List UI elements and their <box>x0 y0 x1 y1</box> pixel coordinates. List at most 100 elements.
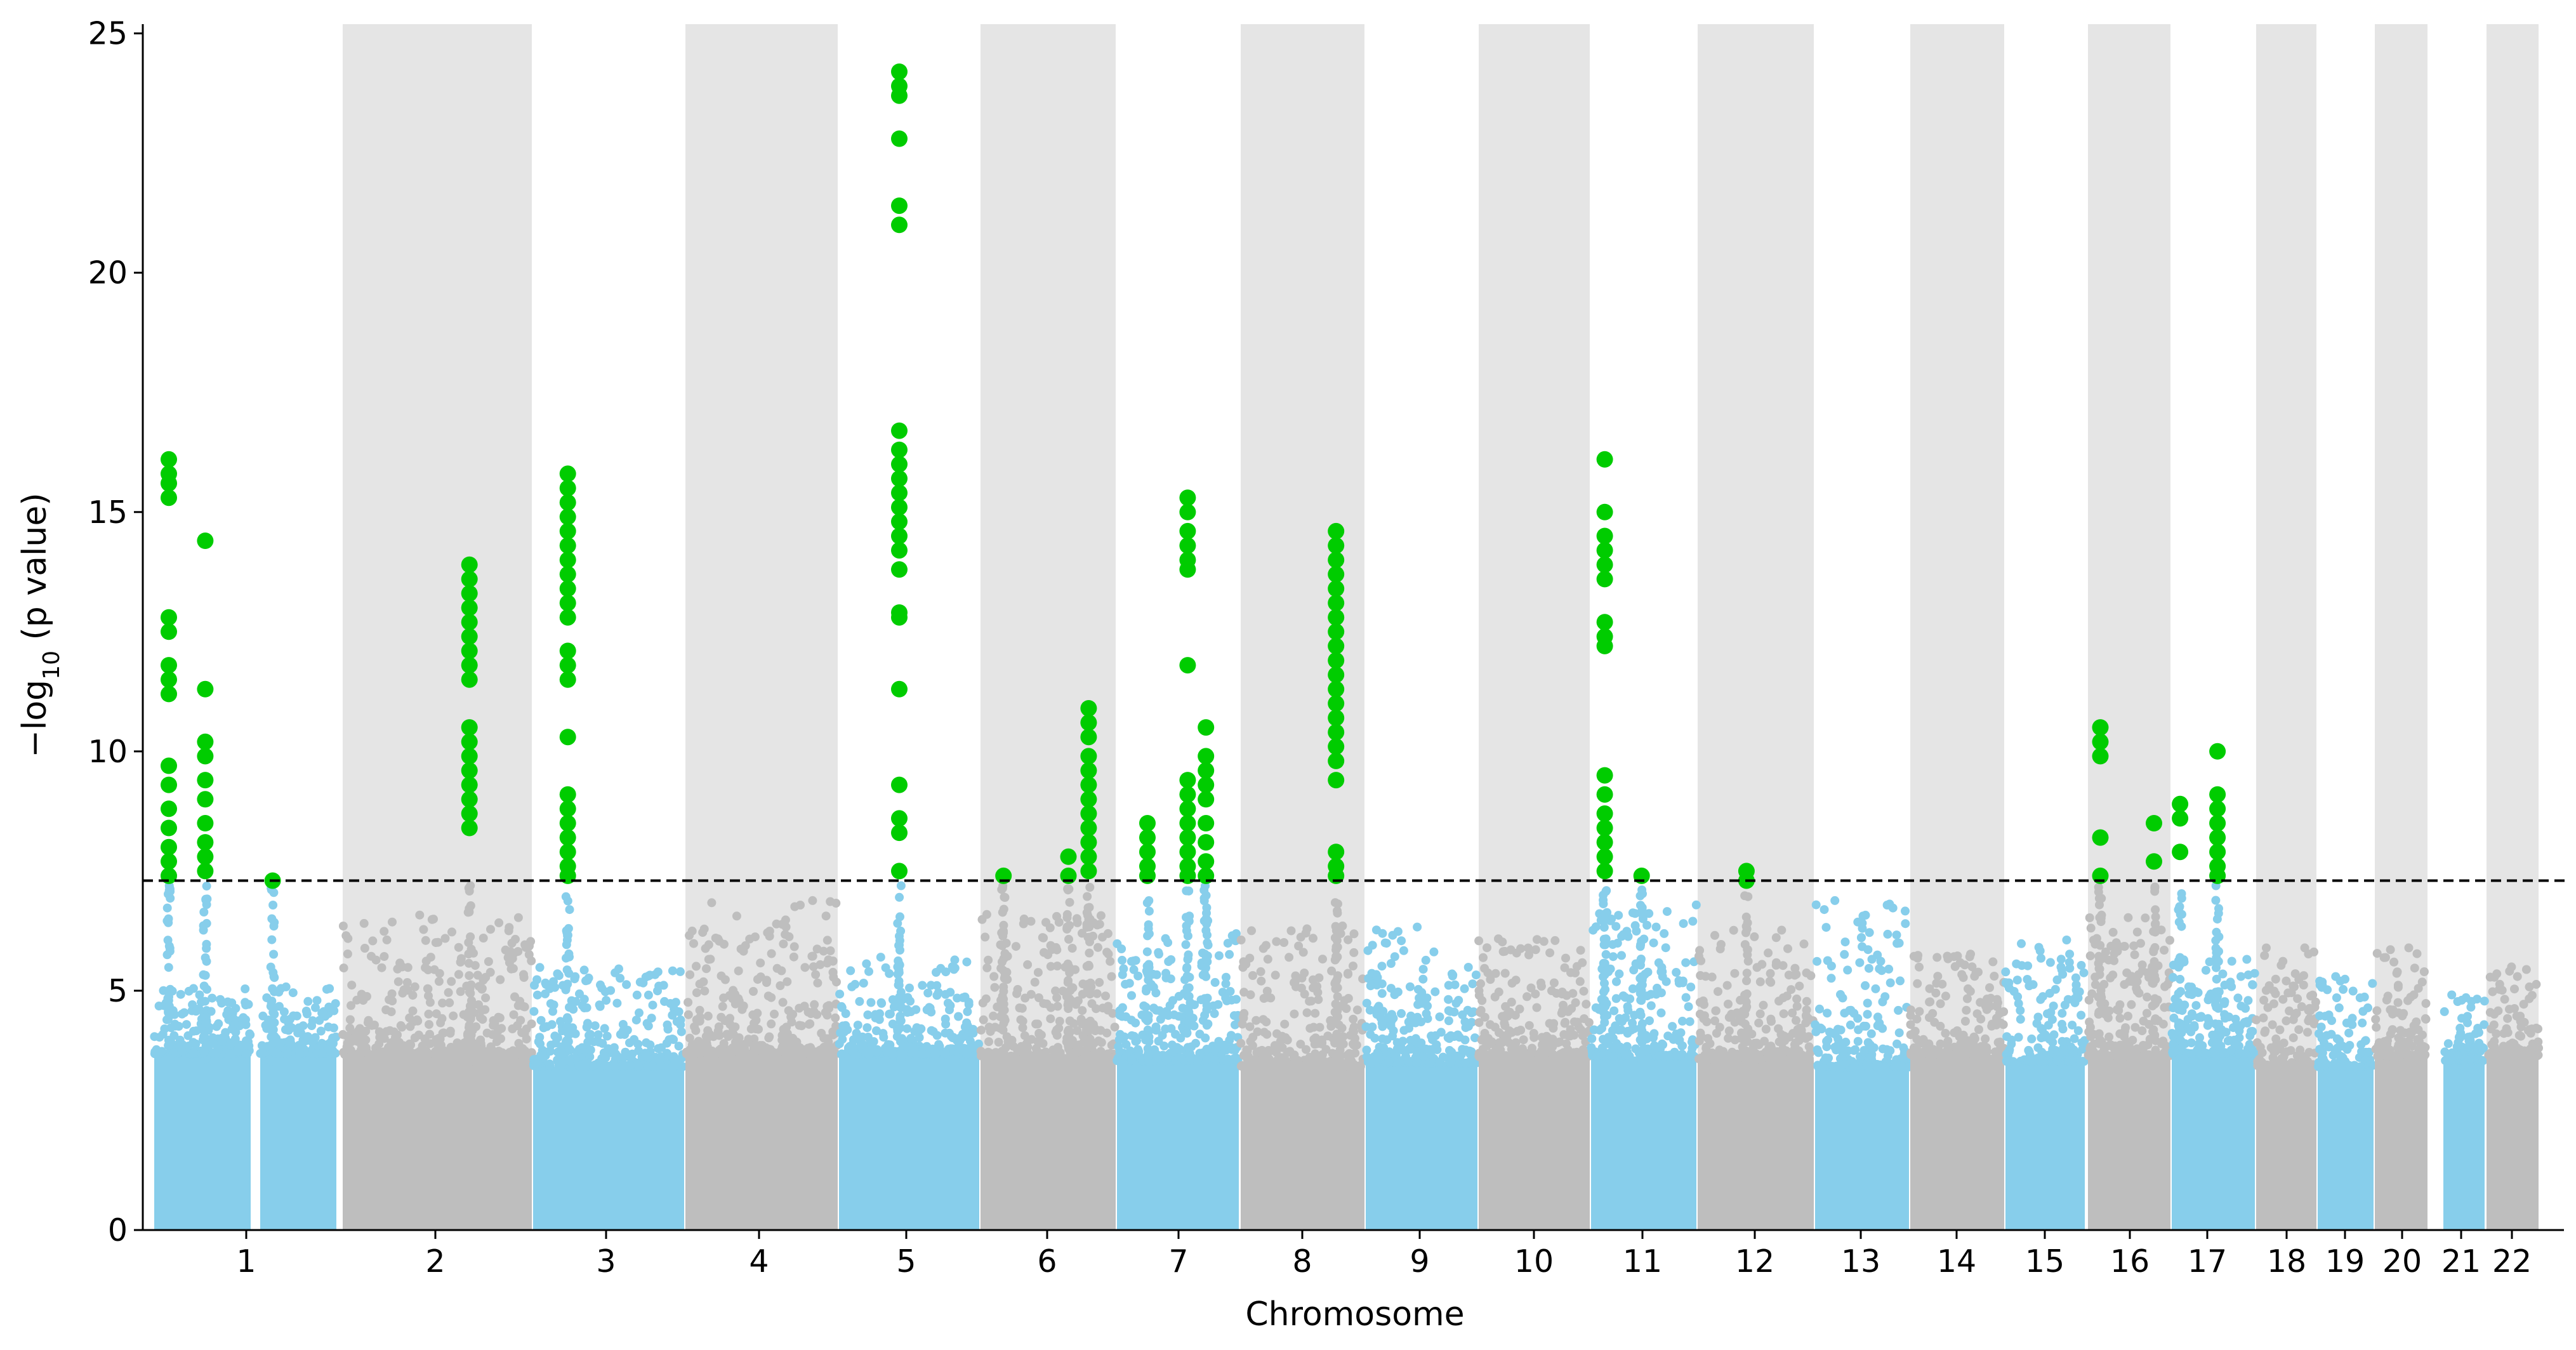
snp-point <box>1052 993 1062 1002</box>
snp-point <box>950 955 960 965</box>
snp-point <box>1730 1017 1740 1027</box>
snp-point <box>1286 926 1296 936</box>
snp-point <box>1685 1017 1694 1026</box>
snp-point <box>962 957 972 967</box>
snp-point <box>732 911 741 921</box>
snp-point <box>1256 967 1265 976</box>
snp-point <box>1656 1008 1666 1017</box>
snp-point <box>893 918 902 928</box>
snp-point <box>1864 1039 1873 1049</box>
snp-point <box>301 1007 311 1016</box>
snp-point <box>1498 1038 1507 1047</box>
snp-point <box>1344 994 1353 1003</box>
snp-point <box>465 971 474 981</box>
snp-point <box>847 982 857 991</box>
snp-point <box>1182 921 1191 930</box>
snp-point <box>1277 1053 1286 1062</box>
snp-point <box>1362 998 1371 1008</box>
snp-point <box>1202 1005 1212 1015</box>
snp-point <box>998 941 1007 951</box>
snp-point <box>1615 1014 1624 1023</box>
snp-point <box>2058 970 2068 979</box>
snp-point <box>767 949 776 958</box>
snp-point <box>831 1013 840 1022</box>
snp-point <box>611 1062 620 1071</box>
snp-point <box>1701 972 1710 981</box>
snp-point <box>896 881 906 890</box>
snp-point <box>512 1050 520 1059</box>
snp-point <box>849 1047 858 1056</box>
snp-point <box>1491 969 1500 978</box>
snp-point <box>1246 1036 1255 1046</box>
snp-point <box>479 976 488 985</box>
snp-point <box>1611 922 1621 931</box>
snp-point <box>941 989 950 999</box>
significant-snp <box>891 216 908 234</box>
snp-point <box>389 1027 399 1036</box>
snp-point <box>1300 989 1309 999</box>
snp-point <box>684 1010 693 1019</box>
snp-point <box>902 1024 912 1033</box>
snp-point <box>672 1017 682 1026</box>
snp-point <box>2130 950 2139 960</box>
snp-point <box>424 1009 433 1019</box>
chromosome-4-points <box>682 896 842 1230</box>
snp-point <box>841 1009 850 1018</box>
snp-point <box>1962 1005 1971 1015</box>
snp-point <box>998 957 1007 967</box>
snp-point <box>859 979 868 988</box>
snp-point <box>1309 934 1318 943</box>
snp-point <box>571 996 581 1006</box>
data-points <box>150 63 2543 1230</box>
snp-point <box>896 1037 905 1047</box>
snp-point <box>1912 1045 1922 1054</box>
snp-point <box>1252 1016 1261 1025</box>
snp-point <box>977 915 987 924</box>
snp-point <box>734 966 743 976</box>
snp-point <box>669 1054 678 1063</box>
snp-point <box>1557 1049 1566 1059</box>
snp-point <box>1628 984 1637 993</box>
snp-point <box>283 1049 293 1059</box>
snp-point <box>1921 1041 1931 1050</box>
snp-point <box>1516 944 1526 953</box>
snp-point <box>994 1038 1003 1047</box>
snp-point <box>1740 891 1750 901</box>
snp-point <box>1572 962 1582 971</box>
snp-point <box>1283 1059 1292 1068</box>
snp-point <box>1941 991 1950 1001</box>
significant-snp <box>1080 776 1097 793</box>
snp-point <box>536 1016 546 1025</box>
snp-point <box>1861 1021 1870 1031</box>
snp-point <box>616 974 625 983</box>
snp-point <box>2062 936 2071 944</box>
snp-point <box>1686 983 1696 992</box>
snp-point <box>163 936 173 945</box>
snp-point <box>1699 1014 1708 1023</box>
snp-point <box>564 1044 574 1054</box>
snp-point <box>1933 972 1943 981</box>
snp-point <box>1878 997 1887 1007</box>
snp-point <box>692 962 701 971</box>
significant-snp <box>1596 863 1613 880</box>
snp-point <box>1165 1001 1175 1010</box>
snp-point <box>1915 1007 1924 1016</box>
snp-point <box>1406 1045 1416 1054</box>
snp-point <box>1638 972 1648 982</box>
snp-point <box>1524 1021 1534 1030</box>
snp-point <box>1555 1037 1564 1047</box>
snp-point <box>2059 1043 2068 1053</box>
snp-point <box>703 1011 713 1021</box>
snp-point <box>1912 1014 1922 1024</box>
snp-point <box>1743 1024 1753 1033</box>
snp-point <box>1618 991 1628 1000</box>
snp-point <box>1790 963 1800 973</box>
snp-point <box>1085 932 1095 942</box>
snp-point <box>906 1034 916 1043</box>
snp-point <box>1843 965 1853 975</box>
snp-point <box>1611 994 1621 1003</box>
snp-point <box>1131 956 1140 965</box>
snp-point <box>990 1022 1000 1032</box>
snp-point <box>281 1025 290 1035</box>
snp-point <box>1502 1010 1511 1020</box>
